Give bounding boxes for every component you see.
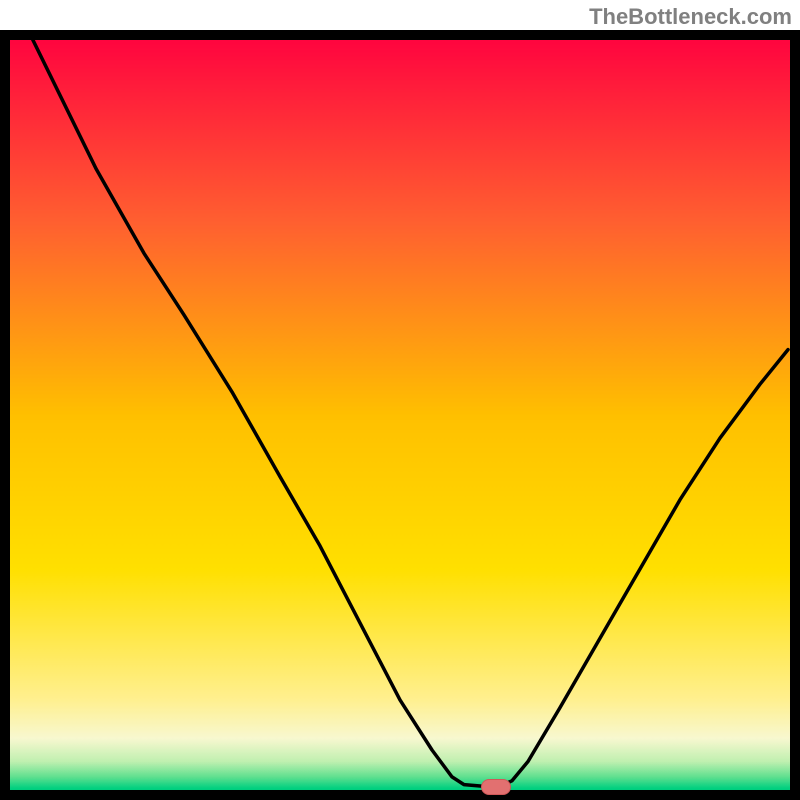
chart-root: TheBottleneck.com xyxy=(0,0,800,800)
background-gradient xyxy=(0,30,800,800)
watermark-label: TheBottleneck.com xyxy=(589,4,792,30)
plot-area xyxy=(0,30,800,800)
